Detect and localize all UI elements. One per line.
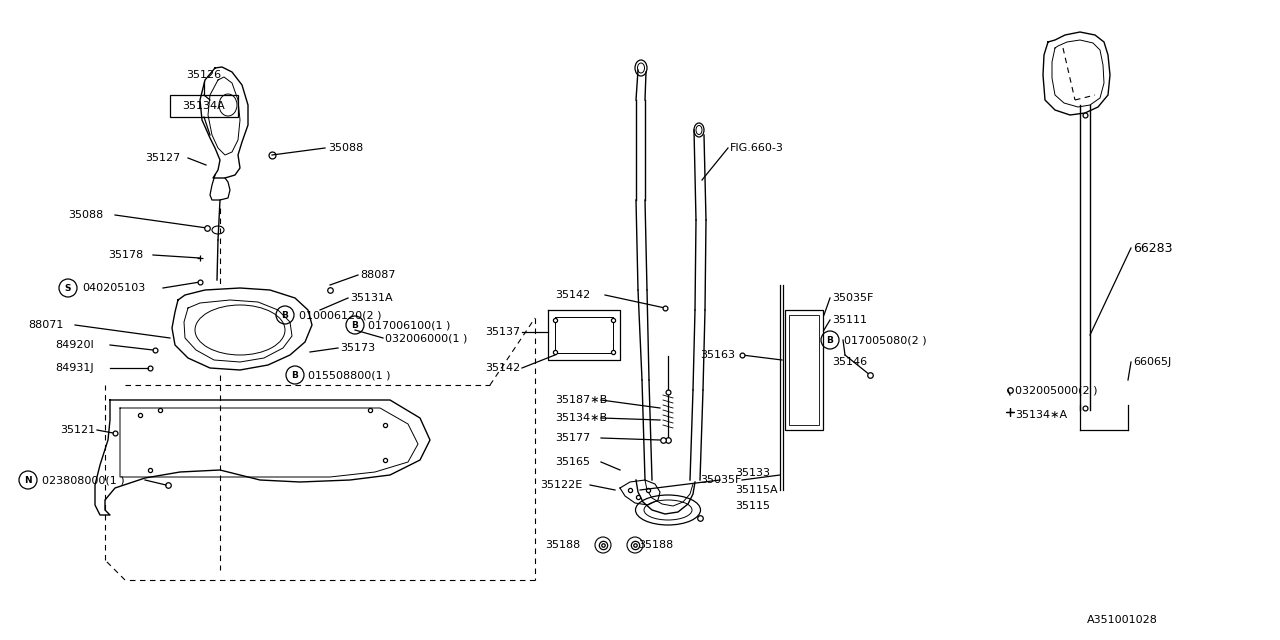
Text: A351001028: A351001028 xyxy=(1087,615,1158,625)
Text: 35122E: 35122E xyxy=(540,480,582,490)
Text: 35173: 35173 xyxy=(340,343,375,353)
Text: N: N xyxy=(24,476,32,484)
Text: 040205103: 040205103 xyxy=(82,283,145,293)
Text: 35146: 35146 xyxy=(832,357,867,367)
Text: 35088: 35088 xyxy=(68,210,104,220)
Text: 35134∗B: 35134∗B xyxy=(556,413,607,423)
Text: FIG.660-3: FIG.660-3 xyxy=(730,143,783,153)
Text: 35111: 35111 xyxy=(832,315,867,325)
Text: B: B xyxy=(282,310,288,319)
Text: 35035F: 35035F xyxy=(700,475,741,485)
Text: B: B xyxy=(827,335,833,344)
Text: 35035F: 35035F xyxy=(832,293,873,303)
Text: 35177: 35177 xyxy=(556,433,590,443)
Text: 35127: 35127 xyxy=(145,153,180,163)
Text: 35115A: 35115A xyxy=(735,485,778,495)
Text: 017006100(1 ): 017006100(1 ) xyxy=(369,320,451,330)
Text: 35187∗B: 35187∗B xyxy=(556,395,607,405)
Text: 032006000(1 ): 032006000(1 ) xyxy=(385,333,467,343)
Text: 35115: 35115 xyxy=(735,501,771,511)
Text: 35137: 35137 xyxy=(485,327,520,337)
Text: 35126: 35126 xyxy=(187,70,221,80)
Bar xyxy=(788,315,819,425)
Bar xyxy=(785,310,823,430)
Text: 66283: 66283 xyxy=(1133,241,1172,255)
Bar xyxy=(170,95,238,117)
Text: 015508800(1 ): 015508800(1 ) xyxy=(308,370,390,380)
Text: 35133: 35133 xyxy=(735,468,771,478)
Text: 010006120(2 ): 010006120(2 ) xyxy=(300,310,381,320)
Text: 017005080(2 ): 017005080(2 ) xyxy=(844,335,927,345)
Text: 35088: 35088 xyxy=(328,143,364,153)
Text: 84920I: 84920I xyxy=(55,340,93,350)
Text: 35188: 35188 xyxy=(637,540,673,550)
Text: 35134∗A: 35134∗A xyxy=(1015,410,1068,420)
Text: 35142: 35142 xyxy=(556,290,590,300)
Text: 84931J: 84931J xyxy=(55,363,93,373)
Text: 032005000(2 ): 032005000(2 ) xyxy=(1015,385,1097,395)
Text: B: B xyxy=(352,321,358,330)
Text: 35142: 35142 xyxy=(485,363,520,373)
Text: 88071: 88071 xyxy=(28,320,64,330)
Text: 023808000(1 ): 023808000(1 ) xyxy=(42,475,124,485)
Text: S: S xyxy=(65,284,72,292)
Text: 35131A: 35131A xyxy=(349,293,393,303)
Text: 66065J: 66065J xyxy=(1133,357,1171,367)
Text: 35178: 35178 xyxy=(108,250,143,260)
Text: B: B xyxy=(292,371,298,380)
Text: 35121: 35121 xyxy=(60,425,95,435)
Text: 35188: 35188 xyxy=(545,540,580,550)
Text: 35163: 35163 xyxy=(700,350,735,360)
Text: 88087: 88087 xyxy=(360,270,396,280)
Text: 35134A: 35134A xyxy=(183,101,225,111)
Text: 35165: 35165 xyxy=(556,457,590,467)
